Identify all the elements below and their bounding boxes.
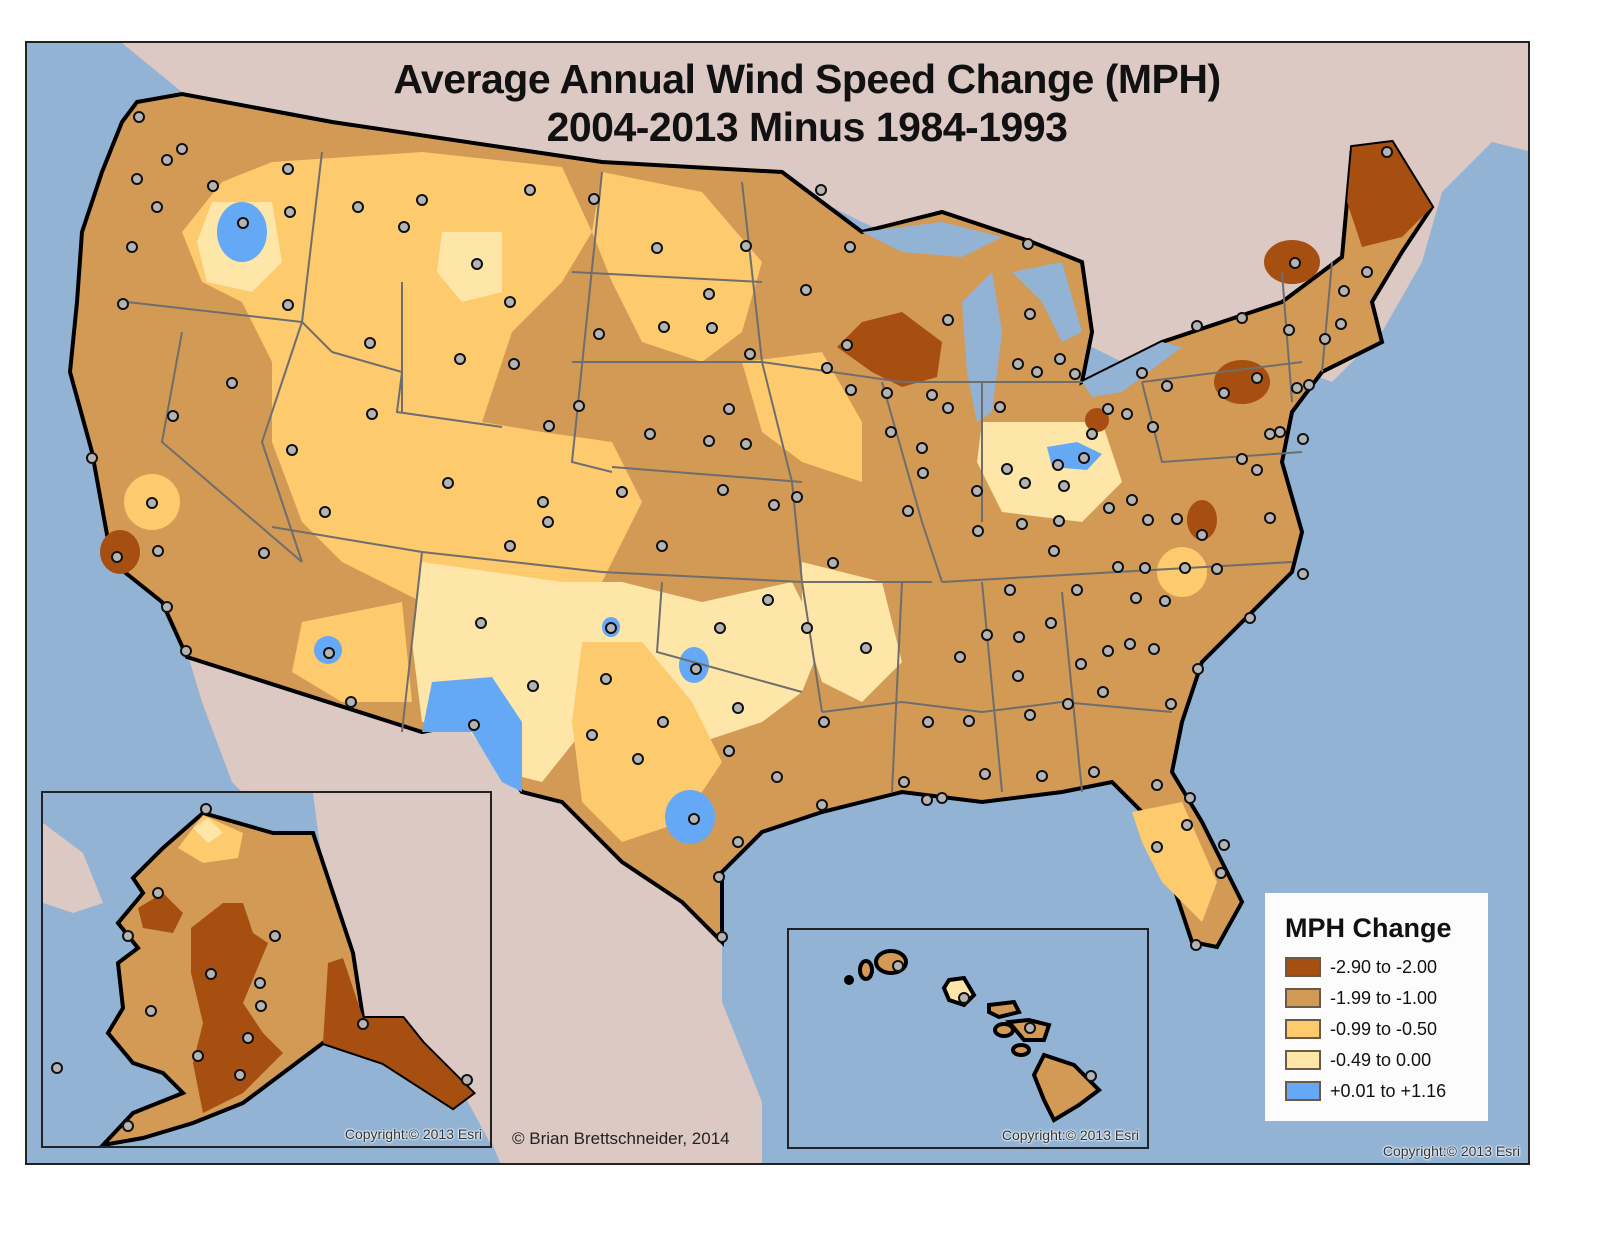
great-lakes	[862, 222, 1182, 422]
hawaii-inset: Copyright:© 2013 Esri	[787, 928, 1149, 1149]
legend-label: -2.90 to -2.00	[1330, 956, 1438, 977]
legend-title: MPH Change	[1285, 913, 1452, 943]
alaska-inset: Copyright:© 2013 Esri	[41, 791, 492, 1148]
alaska-map	[43, 793, 490, 1146]
legend-item: -1.99 to -1.00	[1285, 986, 1437, 1010]
legend-item: -2.90 to -2.00	[1285, 955, 1437, 979]
legend-label: -0.99 to -0.50	[1330, 1018, 1438, 1039]
legend-label: -0.49 to 0.00	[1330, 1049, 1432, 1070]
map-title: Average Annual Wind Speed Change (MPH) 2…	[357, 55, 1257, 151]
legend-item: -0.99 to -0.50	[1285, 1017, 1437, 1041]
legend: MPH Change -2.90 to -2.00 -1.99 to -1.00…	[1265, 893, 1488, 1121]
contiguous-us-map	[27, 43, 1528, 1163]
title-line-2: 2004-2013 Minus 1984-1993	[546, 104, 1068, 150]
negative-2-plus-regions	[100, 142, 1432, 574]
legend-label: +0.01 to +1.16	[1330, 1080, 1447, 1101]
legend-swatch	[1285, 957, 1321, 977]
author-credit: © Brian Brettschneider, 2014	[512, 1129, 730, 1148]
hawaii-map	[844, 949, 1103, 1123]
map-frame: Average Annual Wind Speed Change (MPH) 2…	[25, 41, 1530, 1165]
esri-copyright-main: Copyright:© 2013 Esri	[1382, 1143, 1520, 1159]
legend-swatch	[1285, 1081, 1321, 1101]
legend-label: -1.99 to -1.00	[1330, 987, 1438, 1008]
legend-swatch	[1285, 1019, 1321, 1039]
legend-swatch	[1285, 1050, 1321, 1070]
esri-copyright-hawaii: Copyright:© 2013 Esri	[1001, 1127, 1139, 1143]
legend-swatch	[1285, 988, 1321, 1008]
title-line-1: Average Annual Wind Speed Change (MPH)	[393, 56, 1221, 102]
legend-item: +0.01 to +1.16	[1285, 1079, 1446, 1103]
canada-basemap	[27, 43, 1528, 382]
esri-copyright-alaska: Copyright:© 2013 Esri	[344, 1126, 482, 1142]
weather-stations	[86, 111, 1393, 951]
legend-item: -0.49 to 0.00	[1285, 1048, 1431, 1072]
